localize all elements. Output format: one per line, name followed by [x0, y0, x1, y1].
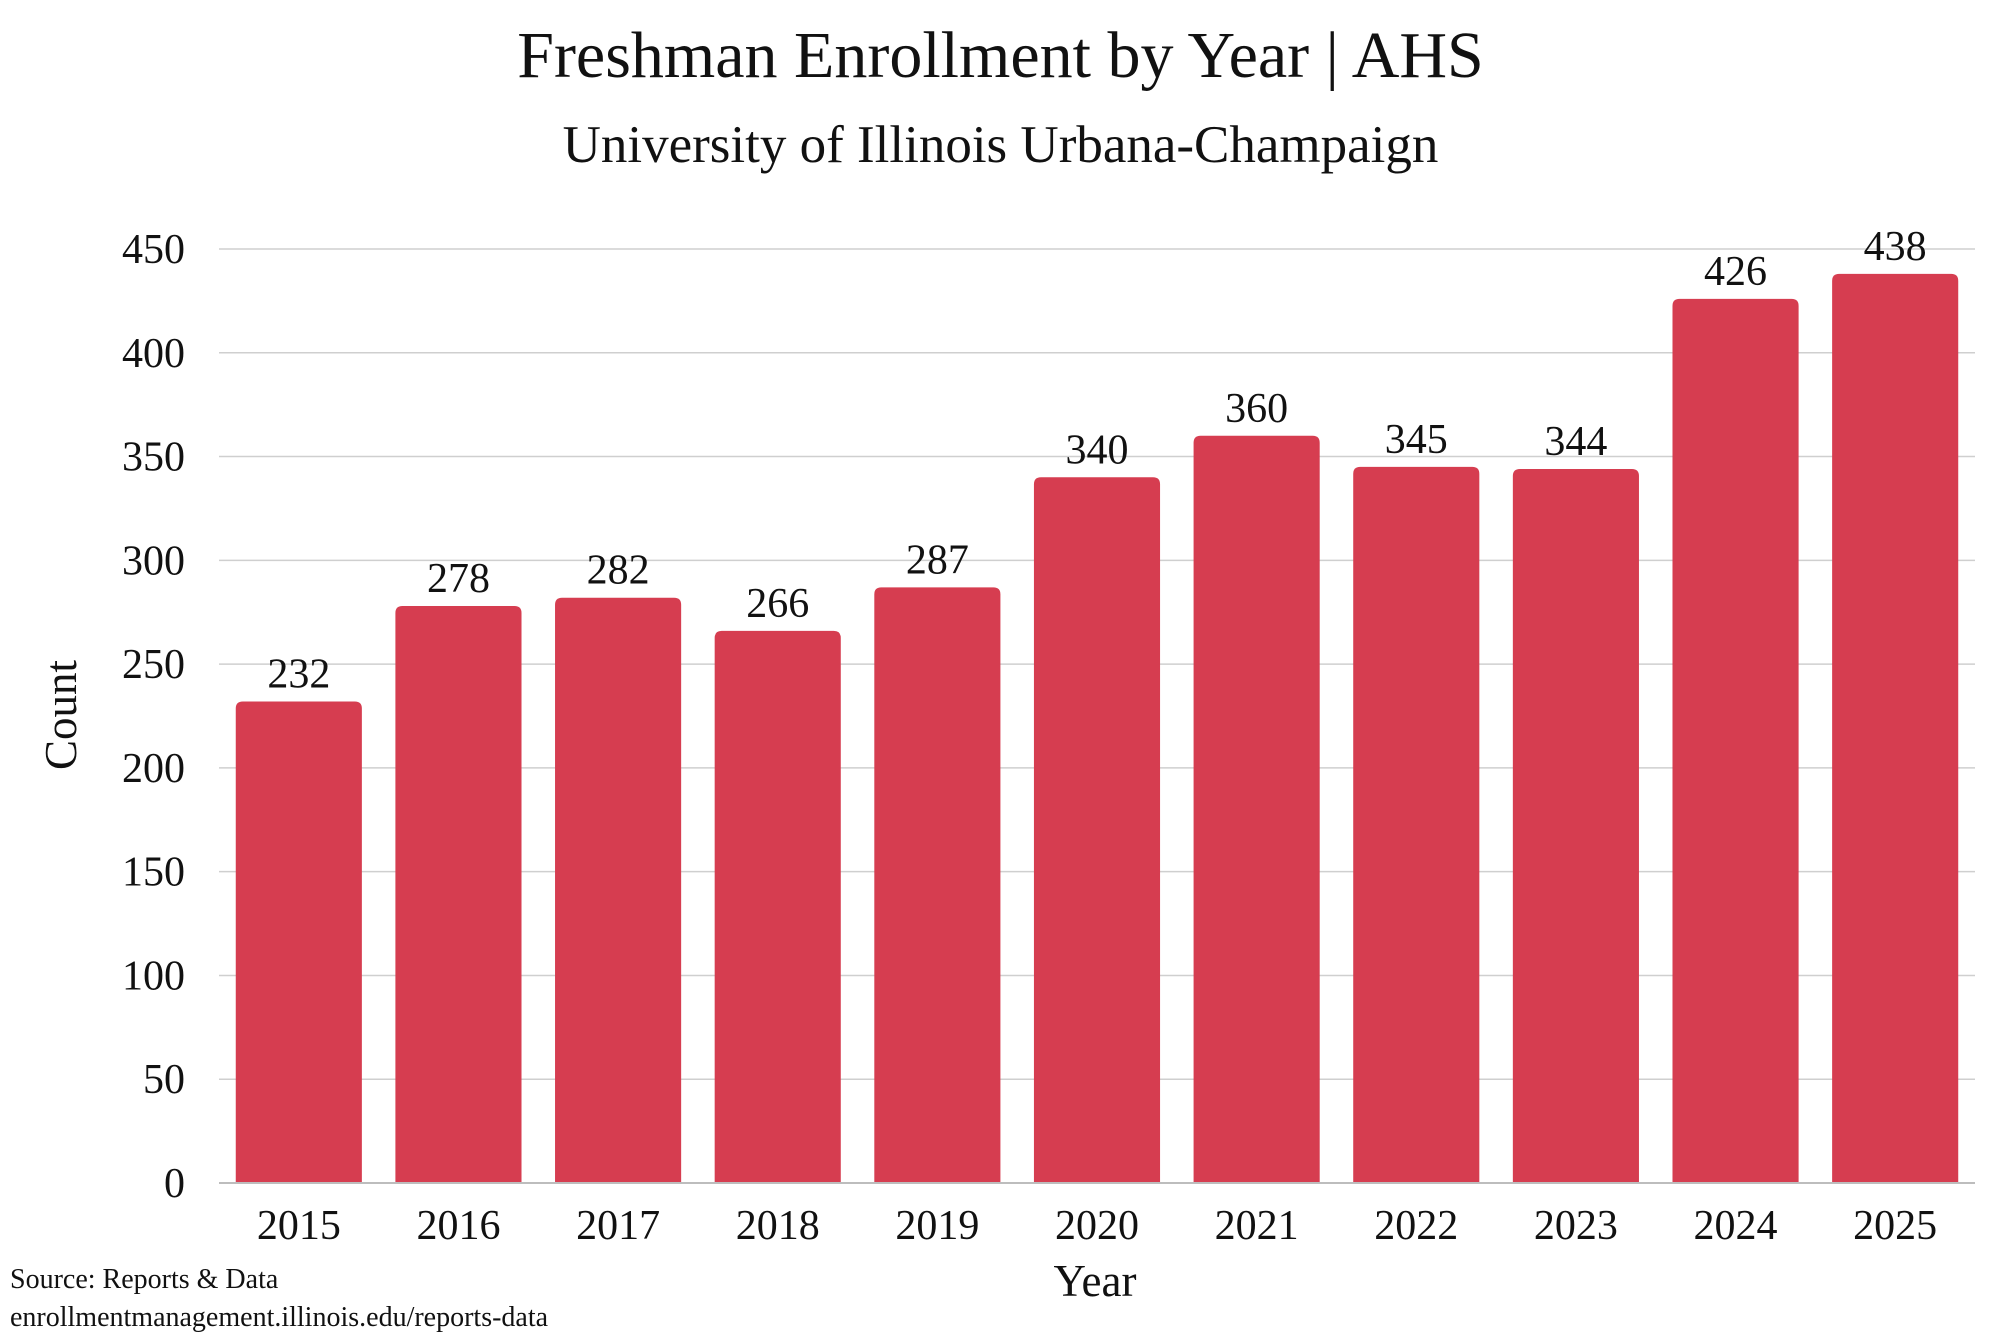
y-tick-label: 200	[122, 746, 185, 792]
data-label: 232	[267, 651, 330, 697]
bar-2022	[1353, 466, 1480, 1183]
data-label: 438	[1864, 224, 1927, 270]
x-tick-label: 2018	[736, 1203, 820, 1249]
x-tick-label: 2024	[1694, 1203, 1778, 1249]
y-tick-label: 400	[122, 331, 185, 377]
bar-2019	[874, 587, 1001, 1183]
bar-2015	[235, 701, 362, 1183]
bar-2023	[1512, 469, 1639, 1183]
data-label: 287	[906, 537, 969, 583]
x-tick-label: 2017	[576, 1203, 660, 1249]
x-axis-label: Year	[1054, 1256, 1137, 1306]
bar-2021	[1193, 435, 1320, 1183]
data-label: 344	[1544, 419, 1607, 465]
y-tick-label: 250	[122, 642, 185, 688]
bar-2024	[1672, 298, 1799, 1183]
data-label: 278	[427, 556, 490, 602]
bar-2016	[395, 605, 522, 1183]
x-tick-label: 2025	[1853, 1203, 1937, 1249]
bars	[235, 273, 1959, 1183]
bar-2025	[1832, 273, 1959, 1183]
y-tick-label: 350	[122, 435, 185, 481]
data-label: 345	[1385, 417, 1448, 463]
data-labels: 232 278 282 266 287 340 360 345 344 426 438	[267, 224, 1926, 698]
data-label: 340	[1066, 427, 1129, 473]
y-tick-label: 0	[164, 1161, 185, 1207]
x-tick-label: 2019	[895, 1203, 979, 1249]
y-tick-label: 50	[143, 1057, 185, 1103]
x-tick-label: 2015	[257, 1203, 341, 1249]
chart-title: Freshman Enrollment by Year | AHS	[517, 19, 1484, 92]
y-axis-label: Count	[36, 660, 86, 771]
x-tick-label: 2016	[416, 1203, 500, 1249]
y-axis-ticks: 0 50 100 150 200 250 300 350 400 450	[122, 227, 185, 1207]
data-label: 360	[1225, 386, 1288, 432]
source-note: Source: Reports & Data	[10, 1264, 279, 1295]
data-label: 426	[1704, 249, 1767, 295]
data-label: 282	[587, 548, 650, 594]
x-axis-ticks: 2015 2016 2017 2018 2019 2020 2021 2022 2023 2024…	[257, 1203, 1937, 1249]
y-tick-label: 300	[122, 538, 185, 584]
bar-2018	[714, 630, 841, 1183]
y-tick-label: 150	[122, 850, 185, 896]
source-url: enrollmentmanagement.illinois.edu/report…	[10, 1302, 549, 1333]
bar-2017	[555, 597, 682, 1183]
x-tick-label: 2022	[1374, 1203, 1458, 1249]
y-tick-label: 450	[122, 227, 185, 273]
x-tick-label: 2023	[1534, 1203, 1618, 1249]
x-tick-label: 2020	[1055, 1203, 1139, 1249]
y-tick-label: 100	[122, 953, 185, 999]
x-tick-label: 2021	[1215, 1203, 1299, 1249]
bar-2020	[1033, 477, 1161, 1183]
chart-subtitle: University of Illinois Urbana-Champaign	[562, 116, 1439, 174]
data-label: 266	[746, 581, 809, 627]
